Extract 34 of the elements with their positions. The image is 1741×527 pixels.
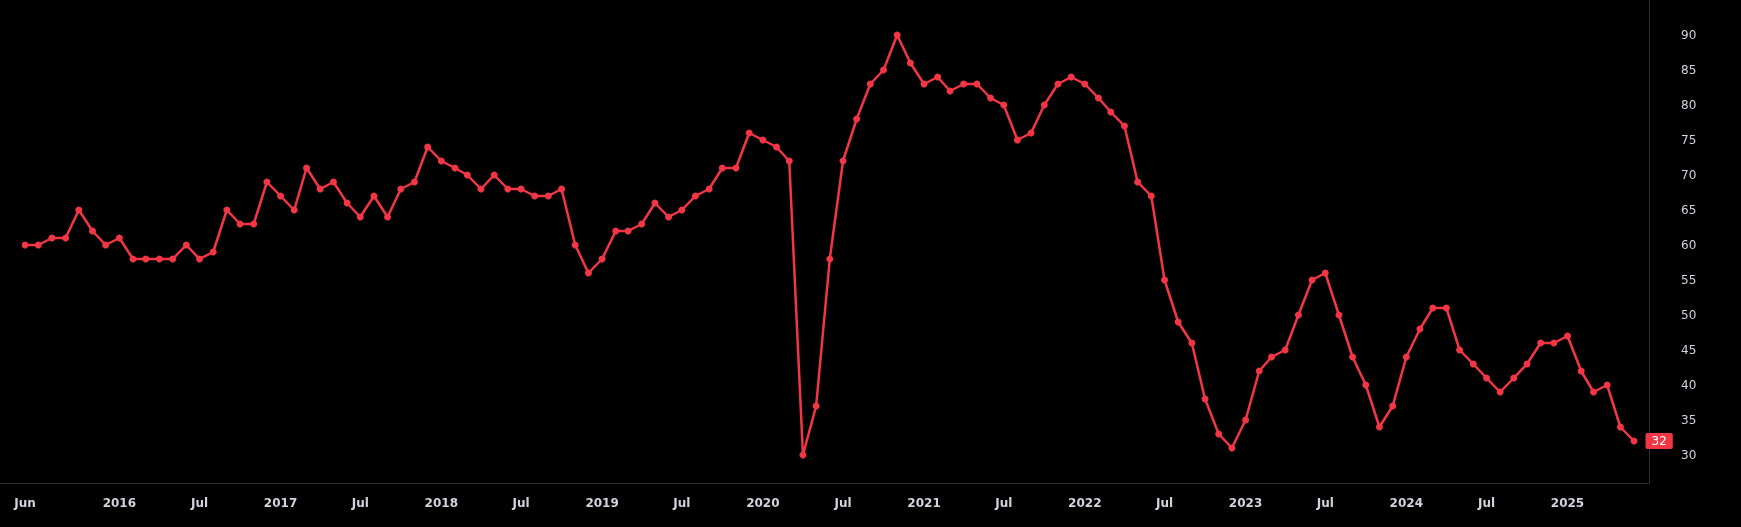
x-tick-label: Jun [13,496,36,510]
x-tick-label: Jul [1154,496,1174,510]
x-tick-label: Jul [994,496,1013,510]
x-tick-label: 2023 [1228,496,1263,510]
y-tick-label: 55 [1681,273,1697,287]
y-tick-label: 30 [1681,448,1697,462]
x-tick-label: 2018 [424,496,459,510]
y-tick-label: 60 [1681,238,1697,252]
x-tick-label: 2019 [585,496,619,510]
x-tick-label: 2016 [102,496,137,510]
y-tick-label: 70 [1681,168,1697,182]
x-tick-label: Jul [833,496,852,510]
x-tick-label: 2025 [1550,496,1585,510]
x-tick-label: Jul [672,496,691,510]
x-tick-label: 2021 [907,496,941,510]
data-label: 32 [1651,434,1667,448]
y-tick-label: 35 [1681,413,1697,427]
x-tick-label: Jul [511,496,530,510]
y-tick-label: 90 [1681,28,1697,42]
y-tick-label: 65 [1681,203,1697,217]
y-tick-label: 45 [1681,343,1697,357]
x-tick-label: Jul [189,496,209,510]
y-tick-label: 85 [1681,63,1697,77]
x-tick-label: Jul [1315,496,1334,510]
x-tick-label: 2022 [1068,496,1102,510]
x-tick-label: 2024 [1389,496,1424,510]
y-tick-label: 80 [1681,98,1697,112]
x-tick-label: 2017 [263,496,298,510]
y-tick-label: 40 [1681,378,1697,392]
x-tick-label: 2020 [746,496,780,510]
x-tick-label: Jul [1476,496,1496,510]
y-tick-label: 75 [1681,133,1697,147]
x-tick-label: Jul [350,496,369,510]
y-tick-label: 50 [1681,308,1697,322]
